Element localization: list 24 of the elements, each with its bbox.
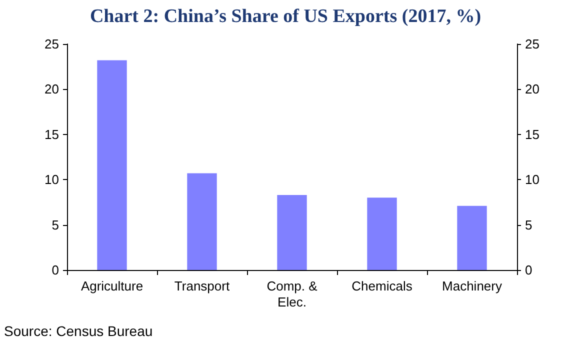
bar [97, 60, 127, 270]
y-tick-label: 25 [44, 36, 59, 52]
y-tick-label: 0 [52, 262, 59, 278]
y2-tick-label: 5 [525, 217, 532, 232]
x-tick-label: Comp. & Elec. [266, 278, 318, 310]
y-tick-label: 15 [44, 126, 59, 142]
chart-title: Chart 2: China’s Share of US Exports (2017, %) [90, 6, 482, 27]
y-tick-label: 5 [52, 217, 59, 232]
x-tick-label: Chemicals [352, 278, 413, 294]
y-tick-label: 20 [44, 82, 59, 97]
x-tick-label: Machinery [442, 278, 502, 294]
bar [367, 198, 397, 270]
y-tick-label: 10 [44, 172, 59, 188]
bar [457, 206, 487, 270]
source-note: Source: Census Bureau [4, 323, 153, 339]
bar [277, 194, 307, 270]
x-tick-label: Agriculture [80, 278, 144, 294]
y2-tick-label: 25 [525, 36, 540, 52]
y2-tick-label: 10 [525, 172, 540, 188]
bar [187, 173, 217, 270]
x-tick-label: Transport [174, 278, 230, 294]
y2-tick-label: 0 [525, 262, 532, 278]
y2-tick-label: 15 [525, 126, 540, 142]
y2-tick-label: 20 [525, 82, 540, 97]
